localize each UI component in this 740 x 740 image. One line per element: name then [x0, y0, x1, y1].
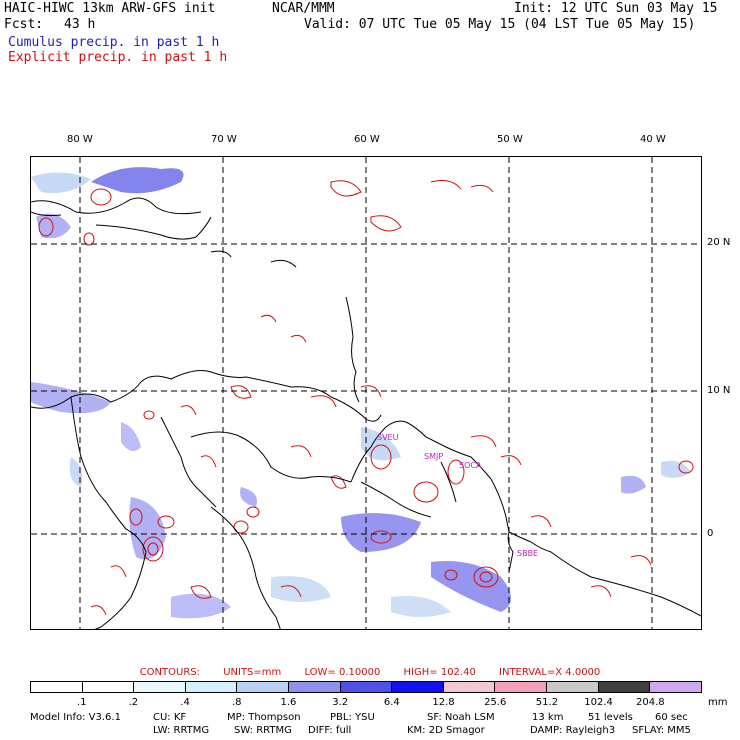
model-info-item: 51 levels — [588, 712, 633, 723]
color-scale-label: .4 — [180, 697, 190, 708]
lat-label-20n: 20 N — [707, 237, 731, 248]
explicit-precip-contours — [38, 180, 694, 616]
station-sveu: SVEU — [377, 433, 399, 442]
station-smjp: SMJP — [424, 452, 444, 461]
model-info-item: Model Info: V3.6.1 — [30, 712, 121, 723]
model-info-item: CU: KF — [153, 712, 187, 723]
color-scale-label: 51.2 — [535, 697, 559, 708]
lon-label-70w: 70 W — [211, 134, 237, 145]
model-info-item: SW: RRTMG — [234, 725, 292, 736]
model-info-item: LW: RRTMG — [153, 725, 210, 736]
color-swatch — [650, 682, 701, 692]
color-scale-label: 3.2 — [332, 697, 349, 708]
lon-label-60w: 60 W — [354, 134, 380, 145]
lat-lon-grid — [31, 157, 701, 629]
color-swatch — [237, 682, 290, 692]
color-swatch — [289, 682, 341, 692]
model-info-item: 13 km — [532, 712, 564, 723]
color-scale-label: .2 — [128, 697, 139, 708]
precip-map: SVEU SMJP SOCA SBBE — [30, 156, 702, 630]
color-swatch — [598, 682, 651, 692]
lon-label-80w: 80 W — [67, 134, 93, 145]
model-info-item: DAMP: Rayleigh3 — [530, 725, 616, 736]
model-info-item: SF: Noah LSM — [427, 712, 495, 723]
color-swatch — [547, 682, 599, 692]
org-label: NCAR/MMM — [272, 1, 335, 16]
station-sbbe: SBBE — [517, 549, 539, 558]
forecast-label: Fcst: — [4, 17, 44, 32]
color-swatch — [134, 682, 186, 692]
lon-label-50w: 50 W — [497, 134, 523, 145]
color-scale-label: 25.6 — [484, 697, 507, 708]
color-scale-bar — [30, 681, 702, 693]
model-info-item: KM: 2D Smagor — [407, 725, 485, 736]
color-scale-label: 204.8 — [635, 697, 665, 708]
color-swatch — [443, 682, 496, 692]
color-swatch — [185, 682, 238, 692]
init-time: Init: 12 UTC Sun 03 May 15 — [514, 1, 718, 16]
color-scale-label: .8 — [231, 697, 242, 708]
color-scale-unit: mm — [708, 697, 728, 708]
explicit-field-label: Explicit precip. in past 1 h — [8, 50, 228, 65]
color-scale-label: .1 — [76, 697, 87, 708]
model-title: HAIC-HIWC 13km ARW-GFS init — [4, 1, 216, 16]
contour-interval: INTERVAL=X 4.0000 — [499, 667, 601, 678]
color-swatch — [82, 682, 135, 692]
contour-high: HIGH= 102.40 — [403, 667, 476, 678]
color-swatch — [495, 682, 548, 692]
color-swatch — [31, 682, 83, 692]
model-info-item: PBL: YSU — [330, 712, 375, 723]
model-info-item: SFLAY: MM5 — [632, 725, 691, 736]
model-info-item: MP: Thompson — [227, 712, 301, 723]
color-scale-label: 1.6 — [280, 697, 297, 708]
contour-label: CONTOURS: — [139, 667, 200, 678]
contour-units: UNITS=mm — [223, 667, 282, 678]
color-scale-label: 102.4 — [584, 697, 613, 708]
color-swatch — [340, 682, 393, 692]
color-scale-label: 12.8 — [432, 697, 455, 708]
lat-label-0: 0 — [707, 528, 714, 539]
cumulus-field-label: Cumulus precip. in past 1 h — [8, 35, 220, 50]
contour-info: CONTOURS: UNITS=mm LOW= 0.10000 HIGH= 10… — [0, 667, 740, 678]
color-swatch — [392, 682, 444, 692]
lat-label-10n: 10 N — [707, 385, 731, 396]
color-scale-label: 6.4 — [383, 697, 400, 708]
lon-label-40w: 40 W — [640, 134, 666, 145]
map-canvas — [31, 157, 701, 629]
valid-time: Valid: 07 UTC Tue 05 May 15 (04 LST Tue … — [304, 17, 696, 32]
contour-low: LOW= 0.10000 — [304, 667, 381, 678]
model-info-item: DIFF: full — [308, 725, 352, 736]
station-soca: SOCA — [459, 461, 482, 470]
forecast-hour: 43 h — [64, 17, 96, 32]
model-info-item: 60 sec — [655, 712, 688, 723]
